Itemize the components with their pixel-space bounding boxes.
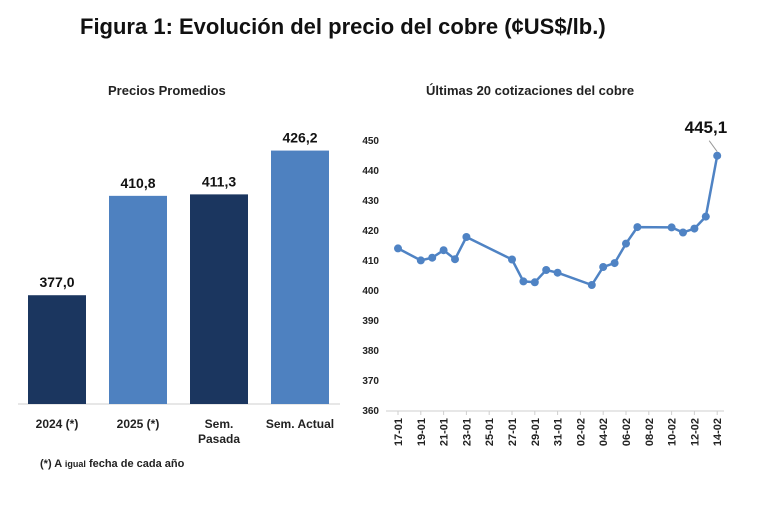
data-point [508,255,516,264]
x-tick-label: 23-01 [461,418,473,446]
data-point [439,246,448,255]
footnote: (*) A igual fecha de cada año [40,458,184,470]
x-tick-label: 17-01 [393,418,405,446]
y-tick-label: 450 [362,136,379,147]
annotation-label: 445,1 [685,118,728,137]
footnote-small: igual [64,459,86,469]
y-tick-label: 390 [362,316,379,327]
y-tick-label: 440 [362,166,379,177]
data-point [542,266,551,274]
x-tick-label: 08-02 [644,418,656,446]
x-tick-label: 06-02 [621,418,633,446]
figure-title: Figura 1: Evolución del precio del cobre… [80,14,606,39]
data-point [428,253,437,262]
data-point [394,244,402,253]
bar [109,195,167,404]
data-point [530,278,539,287]
data-point [519,277,528,286]
line-chart-title: Últimas 20 cotizaciones del cobre [426,83,635,98]
data-point [462,233,471,241]
bar-category-label: Sem. [205,417,234,431]
y-tick-label: 400 [362,286,379,297]
series-line [397,155,719,287]
data-point [690,224,699,233]
data-point [679,228,687,237]
y-tick-label: 380 [362,346,379,357]
data-point [416,256,425,265]
data-point [633,223,642,232]
data-point [667,223,676,232]
bar-value-label: 377,0 [39,274,74,290]
x-tick-label: 19-01 [416,418,428,446]
footnote-suffix: fecha de cada año [88,458,185,470]
bar-value-label: 411,3 [202,173,236,189]
data-point [713,151,722,160]
x-tick-label: 10-02 [667,418,679,446]
bar-category-label: 2025 (*) [117,417,160,431]
y-tick-label: 420 [362,226,379,237]
footnote-prefix: (*) A [40,458,62,470]
data-point [587,281,596,289]
x-tick-label: 25-01 [484,418,496,446]
bar-chart-title: Precios Promedios [108,83,226,98]
x-tick-label: 04-02 [598,418,610,446]
x-tick-label: 02-02 [575,418,587,446]
x-tick-label: 12-02 [689,418,701,446]
bar-value-label: 410,8 [120,175,155,191]
data-point [599,263,608,271]
data-point [451,255,459,264]
bar-category-label: 2024 (*) [36,417,79,431]
data-point [553,268,562,277]
data-point [701,212,710,221]
bar [271,150,329,404]
x-tick-label: 21-01 [439,418,451,446]
y-tick-label: 370 [362,376,379,387]
x-tick-label: 27-01 [507,418,519,446]
bar [190,194,248,404]
y-tick-label: 430 [362,196,379,207]
y-tick-label: 410 [362,256,379,267]
annotation-leader [708,140,718,152]
data-point [610,259,619,268]
bar-category-label: Sem. Actual [266,417,334,431]
x-tick-label: 31-01 [553,418,565,446]
y-tick-label: 360 [362,406,379,417]
bar [28,295,86,404]
x-tick-label: 29-01 [530,418,542,446]
bar-value-label: 426,2 [282,130,317,146]
data-point [622,239,630,248]
x-tick-label: 14-02 [712,418,724,446]
bar-category-label: Pasada [198,432,240,446]
